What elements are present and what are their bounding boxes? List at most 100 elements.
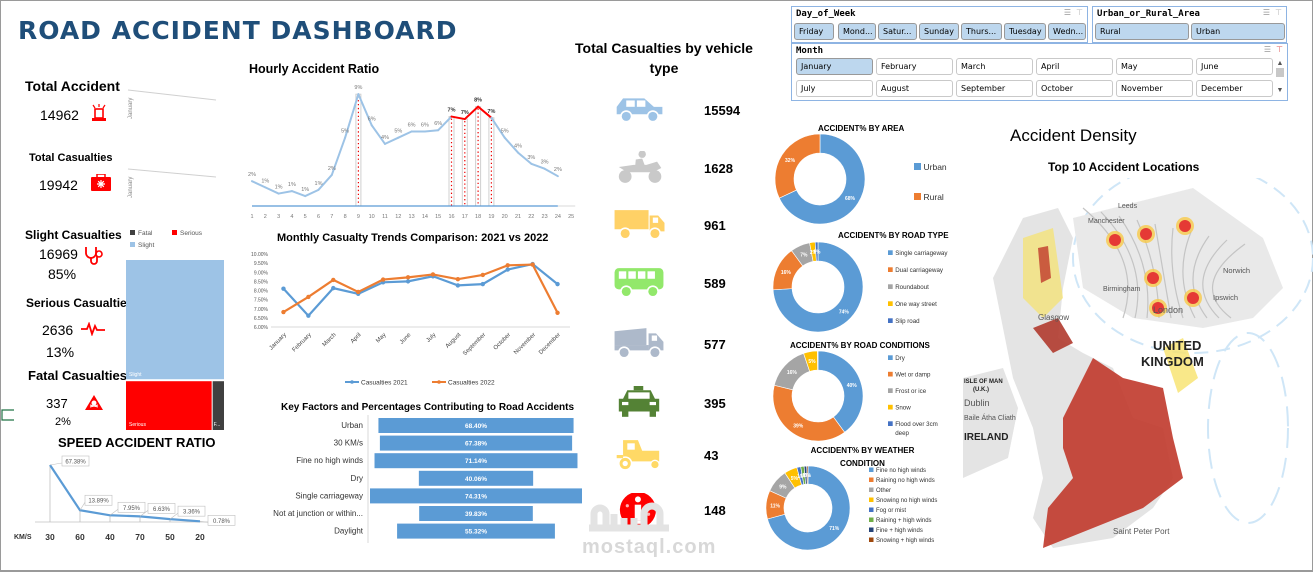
treemap-tile-fatal [212,381,224,430]
slicer-item-satur[interactable]: Satur... [878,23,917,40]
legend-swatch [888,284,893,289]
donut-slice [774,133,821,199]
slicer-item-march[interactable]: March [956,58,1033,75]
vehicle-row-car: 15594 [612,93,742,127]
data-label: 13.89% [88,499,109,505]
kpi-total-casualties-value: 19942 [39,177,78,193]
road-type-chart-title: ACCIDENT% BY ROAD TYPE [838,231,949,240]
legend-swatch [888,267,893,272]
legend-label: Snowing + high winds [876,538,934,544]
clear-filter-icon[interactable]: ⊤ [1076,8,1083,17]
vehicle-casualty-value: 395 [704,396,726,411]
road-conditions-donut-chart: 40% 39% 16% 5% Dry Wet or damp Frost or ice Sno… [772,350,938,442]
hourly-line-segment [423,129,440,133]
treemap-tile-slight [126,260,224,380]
map-label: London [1153,305,1183,315]
slicer-item-november[interactable]: November [1116,80,1193,97]
slicer-item-mond[interactable]: Mond... [838,23,876,40]
legend-label: Raining + high winds [876,518,932,524]
clear-filter-icon[interactable]: ⊤ [1276,45,1283,54]
kpi-slight-label: Slight Casualties [25,228,122,242]
legend-item: Serious [172,230,203,237]
legend-item: Other [869,487,891,494]
slicer-item-wedn[interactable]: Wedn... [1048,23,1086,40]
accident-density-map[interactable]: Leeds Manchester Norwich Birmingham Ipswich L… [963,178,1313,550]
label-leader [199,521,209,523]
slicer-item-rural[interactable]: Rural [1095,23,1189,40]
multi-select-icon[interactable]: ☰ [1263,45,1271,54]
scroll-thumb[interactable] [1276,68,1284,77]
scroll-up-icon[interactable]: ▲ [1276,60,1284,67]
map-label: Norwich [1223,266,1250,275]
x-tick-label: 1 [250,214,253,220]
slicer-item-january[interactable]: January [796,58,873,75]
scroll-down-icon[interactable]: ▼ [1276,87,1284,94]
legend-swatch [888,250,893,255]
slicer-item-july[interactable]: July [796,80,873,97]
category-label: Dry [351,474,363,483]
multi-select-icon[interactable]: ☰ [1063,8,1071,17]
map-label: Birmingham [1103,286,1141,293]
x-tick-label: 60 [75,532,85,542]
x-tick-label: September [462,332,487,357]
legend-label: Slip road [895,318,920,325]
legend-item: Single carriageway [888,250,948,257]
data-label: 8% [474,98,482,104]
legend-label: Wet or damp [895,372,931,379]
slicer-item-february[interactable]: February [876,58,953,75]
data-point [530,262,535,267]
slicer-title: Day_of_Week [796,9,856,19]
clear-filter-icon[interactable]: ⊤ [1275,8,1282,17]
slicer-item-tuesday[interactable]: Tuesday [1004,23,1046,40]
legend-swatch [888,318,893,323]
slicer-item-thurs[interactable]: Thurs... [961,23,1002,40]
hourly-accident-chart: 2% 1% 1% 1% 1% 1% 2% 5% 9% 6% 4% 5% 6% 6% 6% 7% 7% 8% 7% 5%… [248,85,576,220]
tile-label: Serious [129,422,146,428]
tractor-icon [616,440,660,471]
legend-label: Raining no high winds [876,478,935,484]
slicer-item-october[interactable]: October [1036,80,1113,97]
data-point [281,286,286,291]
map-decoration [1072,178,1313,354]
data-label: 3% [527,155,535,161]
slice-label: 9% [779,485,787,491]
slicer-item-urban[interactable]: Urban [1191,23,1285,40]
factor-bar [379,435,573,451]
slice-label: 74% [839,309,850,315]
data-point [306,313,311,318]
hourly-line-segment [463,105,480,121]
slicer-item-april[interactable]: April [1036,58,1113,75]
multi-select-icon[interactable]: ☰ [1262,8,1270,17]
slicer-title: Month [796,46,824,56]
vehicle-row-truck: 961 [612,208,742,242]
x-tick-label: February [292,332,313,353]
y-tick-label: 8.50% [254,279,269,285]
label-leader [169,512,179,520]
slicer-item-may[interactable]: May [1116,58,1193,75]
highlight-bar [355,93,362,207]
data-label: 5% [394,129,402,135]
slicer-item-august[interactable]: August [876,80,953,97]
hourly-line-segment [317,173,333,191]
data-label: 1% [301,187,309,193]
x-tick-label: October [493,332,512,351]
slicer-item-june[interactable]: June [1196,58,1273,75]
slicer-item-september[interactable]: September [956,80,1033,97]
legend-label: Fine + high winds [876,528,923,534]
map-label: Dublin [964,398,990,408]
slicer-item-friday[interactable]: Friday [794,23,834,40]
x-tick-label: 6 [317,214,320,220]
x-tick-label: 23 [542,214,548,220]
legend-label: Slight [138,242,154,249]
slicer-item-sunday[interactable]: Sunday [919,23,959,40]
x-tick-label: 13 [409,214,415,220]
legend-label: Fog or mist [876,508,906,514]
data-point [505,267,510,272]
data-label-box [84,494,113,506]
slicer-item-december[interactable]: December [1196,80,1273,97]
vehicle-casualty-value: 43 [704,448,719,463]
hourly-line-segment [490,116,506,139]
month-slicer-scrollbar[interactable]: ▲ ▼ [1275,60,1285,100]
x-tick-label: 70 [135,532,145,542]
vehicle-casualty-value: 577 [704,337,726,352]
